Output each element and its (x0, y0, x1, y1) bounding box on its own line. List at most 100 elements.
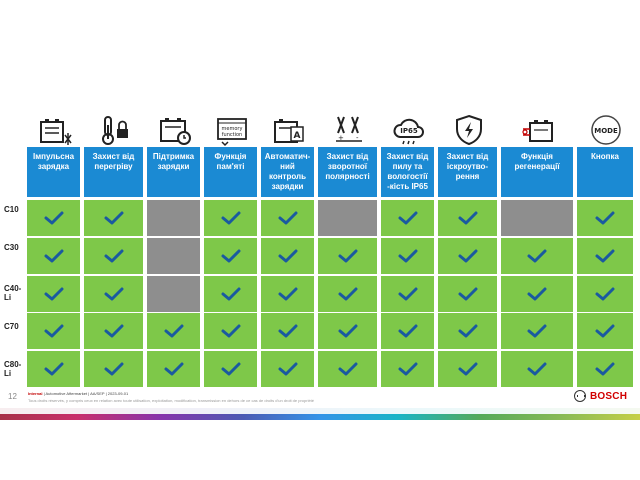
checkmark-icon (338, 362, 357, 376)
checkmark-icon (527, 249, 547, 263)
cell-available (84, 276, 143, 312)
column-header: Функція регенерації (501, 147, 573, 197)
checkmark-icon (44, 211, 63, 225)
column-header: Кнопка (577, 147, 633, 197)
svg-text:MODE: MODE (594, 127, 618, 135)
checkmark-icon (338, 287, 357, 301)
checkmark-icon (527, 324, 547, 338)
cell-available (318, 313, 377, 349)
column-header-label: Імпульсна зарядка (32, 152, 75, 171)
row-label: C70 (4, 322, 19, 331)
column-header-label: Захист від пилу та вологостії -кість IP6… (386, 152, 429, 191)
cell-available (204, 351, 257, 387)
cell-available (261, 276, 314, 312)
cell-available (261, 200, 314, 236)
cell-not-available (318, 200, 377, 236)
battery-snowflake-icon (38, 113, 72, 147)
checkmark-icon (338, 249, 357, 263)
svg-text:+: + (338, 134, 344, 142)
checkmark-icon (104, 324, 123, 338)
cell-available (84, 351, 143, 387)
column-header-label: Автоматич- ний контроль зарядки (264, 152, 311, 191)
cell-available (318, 238, 377, 274)
cell-not-available (147, 200, 200, 236)
column-header-label: Захист від перегріву (92, 152, 135, 171)
cell-not-available (147, 276, 200, 312)
cell-available (84, 238, 143, 274)
checkmark-icon (595, 211, 615, 225)
cell-available (577, 200, 633, 236)
column-header: Захист від перегріву (84, 147, 143, 197)
clamps-polarity-icon: + - (332, 113, 366, 147)
column-header-label: Захист від іскроутво- рення (446, 152, 489, 181)
ip65-cloud-icon: IP65 (392, 113, 426, 147)
checkmark-icon (104, 362, 123, 376)
cell-available (84, 313, 143, 349)
memory-function-icon: memory function (215, 113, 249, 147)
svg-text:A: A (293, 131, 300, 141)
bosch-wordmark: BOSCH (590, 391, 628, 402)
column-header-label: Захист від зворотної полярності (325, 152, 370, 181)
cell-available (438, 313, 497, 349)
column-header: Функція пам'яті (204, 147, 257, 197)
column-header-label: Функція регенерації (514, 152, 560, 171)
cell-available (204, 200, 257, 236)
cell-available (204, 276, 257, 312)
cell-available (577, 313, 633, 349)
row-label: C40-Li (4, 284, 22, 302)
cell-available (501, 276, 573, 312)
checkmark-icon (221, 211, 240, 225)
cell-available (27, 276, 80, 312)
checkmark-icon (221, 287, 240, 301)
battery-a-icon: A (272, 113, 306, 147)
cell-available (27, 200, 80, 236)
checkmark-icon (398, 287, 417, 301)
classification-label: Internal (28, 391, 43, 396)
column-header: Захист від іскроутво- рення (438, 147, 497, 197)
checkmark-icon (527, 362, 547, 376)
cell-available (381, 351, 434, 387)
cell-available (438, 238, 497, 274)
checkmark-icon (221, 249, 240, 263)
svg-text:function: function (221, 132, 241, 138)
checkmark-icon (44, 249, 63, 263)
checkmark-icon (595, 287, 615, 301)
checkmark-icon (104, 287, 123, 301)
cell-available (577, 351, 633, 387)
cell-available (84, 200, 143, 236)
cell-available (501, 351, 573, 387)
cell-available (261, 313, 314, 349)
cell-available (381, 276, 434, 312)
checkmark-icon (458, 211, 477, 225)
checkmark-icon (221, 324, 240, 338)
checkmark-icon (398, 249, 417, 263)
checkmark-icon (164, 324, 183, 338)
column-header-label: Кнопка (591, 152, 619, 161)
checkmark-icon (338, 324, 357, 338)
cell-available (27, 238, 80, 274)
checkmark-icon (595, 324, 615, 338)
shield-lightning-icon (452, 113, 486, 147)
checkmark-icon (398, 211, 417, 225)
cell-available (27, 351, 80, 387)
checkmark-icon (44, 362, 63, 376)
column-header-label: Функція пам'яті (214, 152, 247, 171)
battery-clock-icon (158, 113, 192, 147)
checkmark-icon (458, 324, 477, 338)
cell-available (577, 276, 633, 312)
cell-available (438, 200, 497, 236)
cell-available (438, 276, 497, 312)
cell-available (381, 238, 434, 274)
checkmark-icon (595, 249, 615, 263)
checkmark-icon (398, 362, 417, 376)
cell-available (147, 351, 200, 387)
checkmark-icon (44, 287, 63, 301)
footer-details: | Automotive Aftermarket | AA/SEP | 2023… (42, 391, 129, 396)
column-header: Захист від пилу та вологостії -кість IP6… (381, 147, 434, 197)
column-header: Підтримка зарядки (147, 147, 200, 197)
footer-copyright: Tous droits réservés, y compris ceux en … (28, 398, 315, 403)
column-header: Автоматич- ний контроль зарядки (261, 147, 314, 197)
checkmark-icon (221, 362, 240, 376)
cell-available (318, 276, 377, 312)
